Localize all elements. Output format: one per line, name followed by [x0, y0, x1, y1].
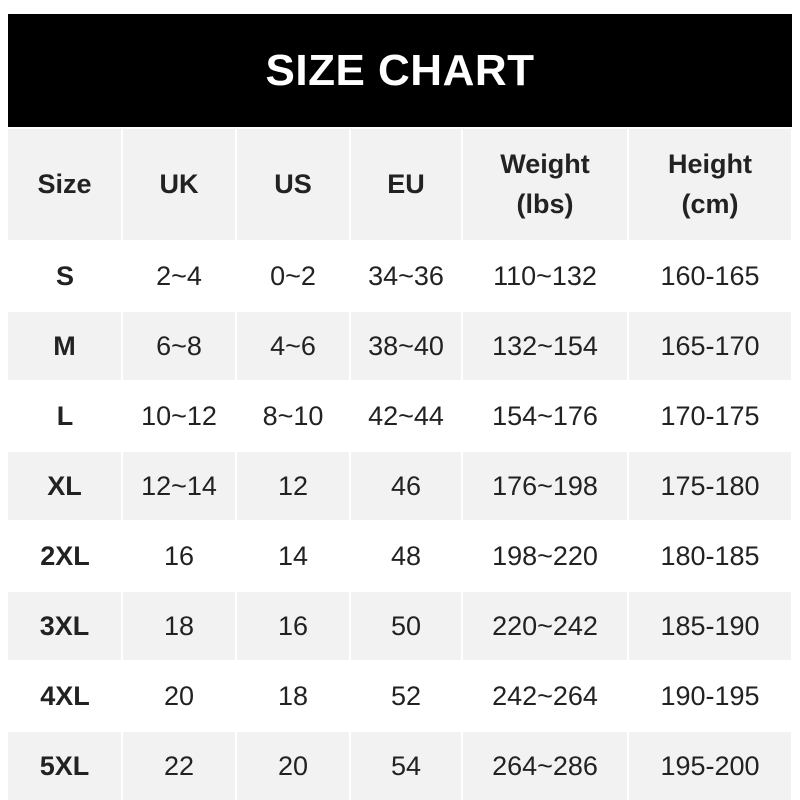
- table-cell: 50: [350, 591, 463, 661]
- table-row: M 6~8 4~6 38~40 132~154 165-170: [8, 311, 793, 381]
- table-cell: 110~132: [493, 260, 597, 291]
- table-cell: 34~36: [368, 260, 444, 291]
- table-cell: 22: [122, 731, 237, 800]
- table-cell: 154~176: [492, 400, 598, 431]
- table-cell: 20: [163, 680, 195, 711]
- table-cell: 54: [350, 731, 463, 800]
- size-label-cell: S: [55, 260, 74, 291]
- size-label-cell: 2XL: [40, 540, 90, 571]
- column-header: Height (cm): [628, 129, 793, 241]
- table-cell: 175-180: [628, 451, 793, 521]
- table-cell: 176~198: [462, 451, 629, 521]
- size-label-cell: L: [56, 400, 74, 431]
- table-cell: 16: [236, 591, 351, 661]
- column-header: EU: [350, 129, 463, 241]
- table-cell: 52: [390, 680, 422, 711]
- table-row: L 10~12 8~10 42~44 154~176 170-175: [8, 381, 792, 451]
- table-cell: 0~2: [270, 260, 316, 291]
- table-cell: 16: [163, 540, 195, 571]
- table-cell: 132~154: [462, 311, 629, 381]
- size-label-cell: 3XL: [8, 591, 123, 661]
- size-chart-table: Size UK US EU Weight (lbs) Height (cm) S 2~4 0~…: [8, 129, 793, 800]
- table-cell: 264~286: [462, 731, 629, 800]
- size-label-cell: 5XL: [8, 731, 123, 800]
- size-label-cell: M: [8, 311, 123, 381]
- table-row: S 2~4 0~2 34~36 110~132 160-165: [8, 241, 792, 311]
- column-header: UK: [122, 129, 237, 241]
- table-cell: 14: [277, 540, 309, 571]
- table-row: 3XL 18 16 50 220~242 185-190: [8, 591, 793, 661]
- size-label-cell: 4XL: [40, 680, 90, 711]
- table-cell: 6~8: [122, 311, 237, 381]
- column-header: US: [236, 129, 351, 241]
- table-row: 4XL 20 18 52 242~264 190-195: [8, 661, 792, 731]
- table-row: XL 12~14 12 46 176~198 175-180: [8, 451, 793, 521]
- table-cell: 165-170: [628, 311, 793, 381]
- table-cell: 2~4: [156, 260, 202, 291]
- table-cell: 198~220: [492, 540, 598, 571]
- table-row: 2XL 16 14 48 198~220 180-185: [8, 521, 792, 591]
- table-cell: 46: [350, 451, 463, 521]
- table-cell: 12: [236, 451, 351, 521]
- table-cell: 220~242: [462, 591, 629, 661]
- size-chart-title: SIZE CHART: [8, 14, 792, 127]
- table-cell: 48: [390, 540, 422, 571]
- table-row: 5XL 22 20 54 264~286 195-200: [8, 731, 793, 800]
- table-cell: 160-165: [660, 260, 760, 291]
- table-cell: 4~6: [236, 311, 351, 381]
- table-cell: 12~14: [122, 451, 237, 521]
- column-header: Size: [8, 129, 123, 241]
- table-cell: 180-185: [660, 540, 760, 571]
- table-cell: 42~44: [368, 400, 444, 431]
- table-cell: 20: [236, 731, 351, 800]
- column-header: Weight (lbs): [462, 129, 629, 241]
- table-cell: 195-200: [628, 731, 793, 800]
- size-label-cell: XL: [8, 451, 123, 521]
- table-cell: 18: [122, 591, 237, 661]
- table-cell: 170-175: [660, 400, 760, 431]
- table-cell: 18: [277, 680, 309, 711]
- table-cell: 190-195: [660, 680, 760, 711]
- header-row: Size UK US EU Weight (lbs) Height (cm): [8, 129, 793, 241]
- table-cell: 38~40: [350, 311, 463, 381]
- table-cell: 10~12: [141, 400, 217, 431]
- table-cell: 185-190: [628, 591, 793, 661]
- table-cell: 242~264: [492, 680, 598, 711]
- table-cell: 8~10: [262, 400, 324, 431]
